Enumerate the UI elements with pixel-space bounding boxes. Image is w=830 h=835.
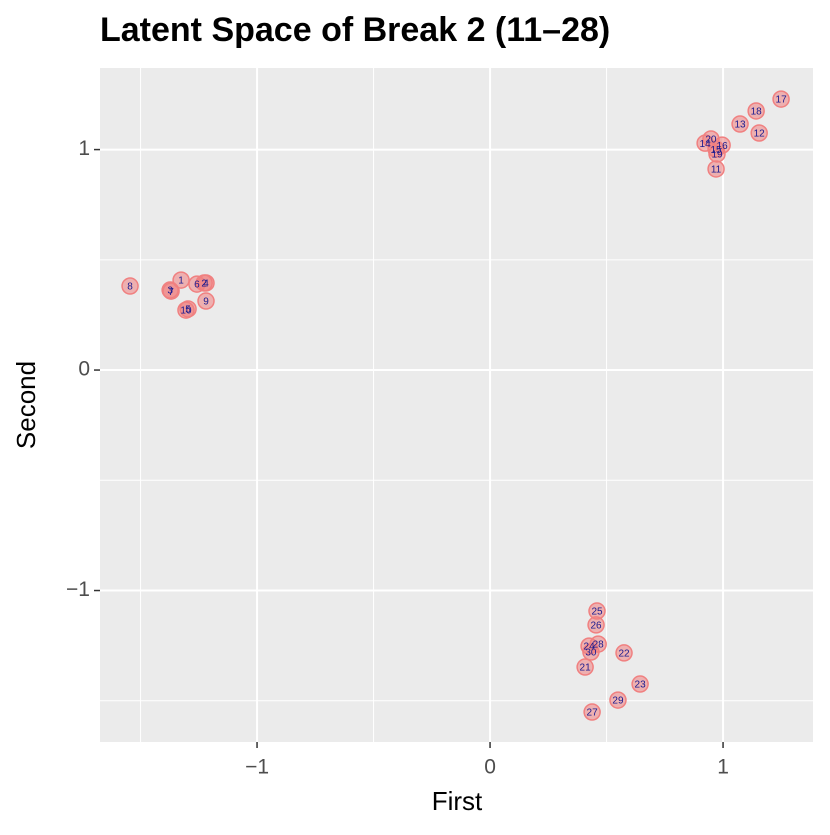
point-label: 20 — [705, 135, 717, 146]
point-label: 27 — [587, 708, 599, 719]
point — [587, 616, 605, 634]
y-tick-label: −1 — [66, 578, 90, 601]
point-label: 30 — [585, 648, 597, 659]
x-axis-title: First — [432, 786, 483, 816]
point-label: 5 — [185, 305, 191, 316]
point — [582, 643, 600, 661]
panel — [100, 68, 813, 742]
point-label: 23 — [635, 680, 647, 691]
point-label: 19 — [711, 150, 723, 161]
point — [162, 282, 180, 300]
point-label: 10 — [180, 306, 192, 317]
point — [708, 145, 726, 163]
point-label: 17 — [776, 95, 788, 106]
point — [615, 644, 633, 662]
point-label: 4 — [203, 279, 209, 290]
point-label: 11 — [711, 165, 722, 176]
point-label: 28 — [593, 640, 605, 651]
x-tick-label: 0 — [484, 756, 496, 779]
x-tick-label: −1 — [245, 756, 269, 779]
point-label: 12 — [754, 129, 766, 140]
point — [702, 130, 720, 148]
point-label: 1 — [178, 276, 184, 287]
point — [576, 658, 594, 676]
x-tick-label: 1 — [717, 756, 729, 779]
point — [747, 102, 765, 120]
y-axis-title: Second — [11, 361, 41, 449]
chart-title: Latent Space of Break 2 (11–28) — [100, 11, 610, 49]
point-label: 24 — [584, 642, 596, 653]
point-label: 13 — [735, 120, 747, 131]
point-label: 18 — [751, 107, 763, 118]
point — [197, 292, 215, 310]
point-label: 25 — [591, 607, 603, 618]
point — [172, 271, 190, 289]
point — [188, 275, 206, 293]
point — [750, 124, 768, 142]
point-label: 2 — [201, 279, 207, 290]
point-label: 7 — [168, 287, 174, 298]
point-label: 22 — [618, 649, 630, 660]
point-label: 15 — [711, 145, 723, 156]
point-label: 3 — [167, 286, 173, 297]
point — [121, 277, 139, 295]
point — [731, 115, 749, 133]
point-label: 9 — [203, 297, 209, 308]
point — [177, 301, 195, 319]
point — [772, 90, 790, 108]
point — [609, 691, 627, 709]
point-label: 8 — [127, 282, 133, 293]
point — [631, 675, 649, 693]
point — [583, 703, 601, 721]
point-label: 29 — [612, 696, 624, 707]
point-label: 6 — [194, 280, 200, 291]
y-tick-label: 0 — [78, 358, 90, 381]
y-tick-label: 1 — [78, 137, 90, 160]
point-label: 21 — [580, 663, 592, 674]
point-label: 26 — [591, 621, 603, 632]
point-label: 16 — [717, 141, 729, 152]
point-label: 14 — [700, 139, 712, 150]
